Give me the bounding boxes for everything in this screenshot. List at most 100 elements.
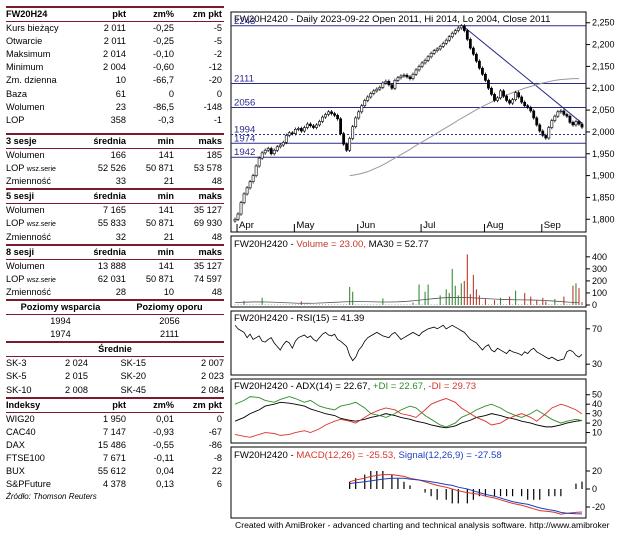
sessions-header: 5 sesji średnia min maks [6, 190, 224, 205]
adx-title-part: ADX(14) = 22.67, [296, 381, 370, 392]
sessions-header-cell: min [157, 191, 174, 202]
price-candle [420, 62, 424, 67]
sessions-row-cell: Wolumen [6, 260, 45, 271]
quote-row-cell: -5 [213, 36, 222, 47]
indices-row-cell: -0,11 [153, 453, 174, 463]
volume-title: FW20H2420 - Volume = 23.00, MA30 = 52.77 [234, 239, 429, 250]
y-tick-label: 2,150 [592, 61, 615, 71]
y-tick-label: 0 [592, 300, 597, 310]
y-tick-label: 1,800 [592, 214, 615, 224]
macd-title: FW20H2420 - MACD(12,26) = -25.53, Signal… [234, 450, 502, 461]
sessions-row-cell: 62 031 [97, 273, 126, 284]
quote-row-cell: -1 [213, 114, 222, 125]
price-candle [293, 128, 297, 134]
price-title: FW20H2420 - Daily 2023-09-22 Open 2011, … [234, 14, 550, 25]
macd-title-part: Signal(12,26,9) = -27.58 [396, 450, 502, 461]
sessions-row: Zmienność 28 10 48 [6, 286, 224, 299]
price-candle [399, 75, 403, 79]
x-tick-label: Aug [486, 220, 503, 231]
sessions-row-cell: LOP wsz.serie [6, 273, 56, 284]
y-tick-label: 200 [592, 276, 607, 286]
price-candle [478, 60, 481, 69]
y-tick-label: 70 [592, 324, 602, 334]
indices-header-cell: Indeksy [6, 399, 41, 410]
indices-row-cell: 22 [211, 466, 222, 477]
price-candle [481, 67, 484, 75]
sessions-row-cell: 141 [158, 149, 174, 160]
price-candle [327, 111, 330, 115]
averages-cell: 2 024 [65, 358, 88, 369]
quote-row-cell: 61 [115, 88, 126, 99]
price-candle [417, 66, 421, 71]
rsi-panel: FW20H2420 - RSI(15) = 41.39 30 70 [234, 313, 602, 369]
averages-header: Średnie [6, 343, 224, 358]
level-label: 2243 [234, 16, 255, 27]
y-tick-label: 1,850 [592, 192, 615, 202]
y-tick-label: 20 [592, 418, 602, 428]
plus-di-line [234, 396, 583, 428]
price-candle [405, 74, 409, 78]
chart-credit: Created with AmiBroker - advanced charti… [235, 520, 610, 530]
indices-row-cell: FTSE100 [6, 453, 45, 463]
adx-title-part: -DI = 29.73 [426, 381, 476, 392]
price-candle [233, 218, 237, 222]
price-candle [490, 87, 493, 95]
sessions-row-cell: 69 930 [193, 218, 222, 229]
price-candle [318, 121, 321, 126]
averages-cell: 2 023 [201, 371, 224, 382]
quote-row-cell: 2 004 [103, 62, 126, 73]
volume-title-part: MA30 = 52.77 [366, 239, 429, 250]
price-candle [251, 175, 255, 183]
price-candle [544, 135, 548, 139]
sessions-header-cell: min [157, 246, 174, 257]
y-tick-label: -20 [592, 502, 605, 512]
quote-row-cell: Kurs bieżący [6, 23, 59, 34]
price-candle [414, 69, 418, 75]
quote-row-cell: -0,3 [158, 114, 174, 125]
price-candle [429, 53, 433, 58]
chart-canvas: FW20H2420 - Daily 2023-09-22 Open 2011, … [230, 11, 615, 519]
quote-row-cell: -66,7 [153, 75, 174, 86]
sessions-row-cell: 33 [115, 176, 126, 187]
price-candle [408, 76, 412, 79]
y-tick-label: 2,000 [592, 127, 615, 137]
price-candle [381, 82, 385, 88]
indices-row-cell: 7 671 [103, 453, 126, 463]
volume-title-part: Volume = 23.00, [296, 239, 366, 250]
levels-cell: 1994 [50, 316, 71, 327]
level-label: 2111 [234, 73, 254, 84]
price-candle [342, 133, 346, 145]
quote-row-cell: 2 011 [103, 36, 126, 47]
sessions-row-cell: 21 [163, 231, 174, 242]
price-candle [402, 74, 406, 77]
price-candle [499, 90, 502, 99]
y-tick-label: 40 [592, 399, 602, 409]
y-tick-label: 30 [592, 409, 602, 419]
indices-row-cell: -86 [208, 439, 222, 450]
sessions-row-cell: 48 [211, 286, 222, 297]
panel-frame [230, 378, 587, 444]
y-tick-label: 0 [592, 484, 597, 494]
averages-cell: 2 015 [65, 371, 88, 382]
sessions-row: Wolumen 166 141 185 [6, 149, 224, 162]
quote-row: Baza 61 0 0 [6, 88, 224, 101]
adx-panel: FW20H2420 - ADX(14) = 22.67, +DI = 22.67… [234, 381, 602, 438]
indices-header-cell: pkt [112, 399, 126, 410]
quote-row-cell: -0,60 [153, 62, 174, 73]
quote-row: Kurs bieżący 2 011 -0,25 -5 [6, 22, 224, 35]
sessions-row: Zmienność 32 21 48 [6, 231, 224, 244]
sessions-row-cell: 48 [211, 176, 222, 187]
averages-row: SK-10 2 008 SK-45 2 084 [6, 384, 224, 397]
price-candle [315, 124, 318, 128]
rsi-title-part: FW20H2420 - [234, 313, 296, 324]
indices-header-cell: zm% [153, 399, 174, 410]
rsi-line [234, 324, 583, 362]
x-tick-label: Jul [423, 220, 435, 231]
sessions-section: 8 sesji średnia min maks Wolumen 13 888 141 35 … [6, 243, 224, 299]
price-candle [474, 53, 478, 62]
indices-row-cell: 0,04 [156, 466, 174, 477]
quote-row-cell: -0,10 [153, 49, 174, 60]
price-candle [378, 87, 382, 90]
quote-row-cell: 2 014 [103, 49, 126, 60]
macd-title-part: MACD(12,26) = -25.53, [296, 450, 395, 461]
